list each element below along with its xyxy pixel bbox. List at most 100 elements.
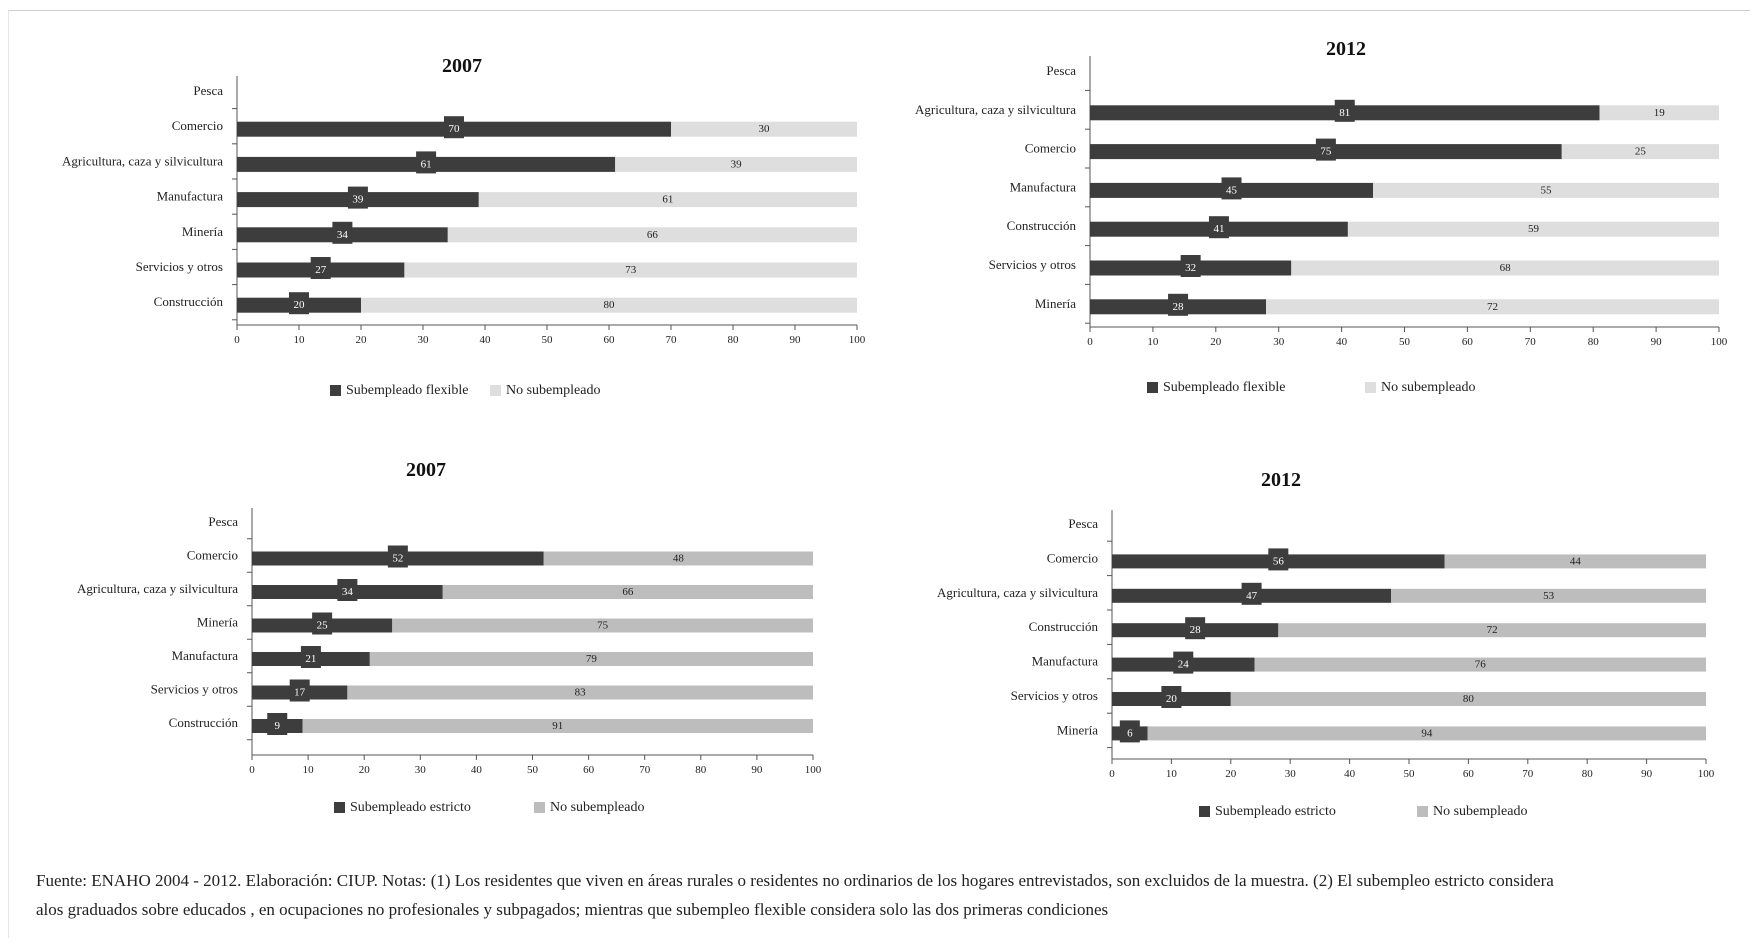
x-tick-label: 90 (790, 334, 802, 346)
data-label: 68 (1500, 262, 1512, 274)
data-label-badge (312, 612, 333, 635)
bar-rest-agricultura-caza-y-silvicultura (615, 156, 857, 172)
x-tick-label: 40 (1344, 768, 1356, 780)
category-label-construccion: Construcción (169, 715, 239, 730)
data-label: 34 (337, 229, 349, 241)
category-label-comercio: Comercio (172, 118, 223, 133)
x-tick-label: 60 (583, 764, 595, 776)
x-tick-label: 0 (1109, 768, 1115, 780)
category-label-manufactura: Manufactura (157, 189, 224, 204)
data-label: 21 (305, 653, 316, 665)
category-label-pesca: Pesca (193, 83, 223, 98)
data-label: 91 (552, 720, 563, 732)
x-tick-label: 10 (1147, 336, 1159, 348)
bar-rest-comercio (1561, 144, 1719, 160)
legend-label-2: No subempleado (1381, 380, 1475, 395)
x-tick-label: 80 (1582, 768, 1594, 780)
x-tick-label: 30 (1273, 336, 1285, 348)
data-label: 41 (1213, 223, 1224, 235)
category-label-construccion: Construcción (1007, 218, 1077, 233)
x-tick-label: 70 (666, 334, 678, 346)
x-tick-label: 90 (751, 764, 763, 776)
category-label-construccion: Construcción (1029, 619, 1099, 634)
category-label-comercio: Comercio (1047, 550, 1098, 565)
category-label-manufactura: Manufactura (1032, 654, 1099, 669)
data-label-badge (289, 292, 309, 315)
data-label: 66 (647, 229, 659, 241)
x-tick-label: 0 (249, 764, 255, 776)
x-tick-label: 50 (1399, 336, 1411, 348)
category-label-pesca: Pesca (1046, 63, 1076, 78)
x-tick-label: 30 (418, 334, 430, 346)
bar-rest-servicios-y-otros (1291, 260, 1719, 276)
x-tick-label: 20 (359, 764, 371, 776)
data-label-badge (1180, 255, 1201, 277)
data-label: 66 (622, 586, 634, 598)
legend-label-2: No subempleado (506, 383, 600, 398)
legend-swatch-2 (534, 802, 545, 813)
data-label: 28 (1173, 301, 1185, 313)
x-tick-label: 90 (1641, 768, 1653, 780)
x-tick-label: 10 (294, 334, 306, 346)
figure-frame (8, 10, 1750, 938)
data-label: 75 (1320, 146, 1332, 158)
x-tick-label: 30 (1285, 768, 1297, 780)
data-label: 27 (315, 264, 327, 276)
x-tick-label: 50 (542, 334, 554, 346)
data-label: 48 (673, 553, 685, 565)
x-tick-label: 80 (1588, 336, 1600, 348)
data-label-badge (1168, 293, 1189, 316)
category-label-comercio: Comercio (187, 548, 238, 563)
data-label: 25 (317, 620, 329, 632)
x-tick-label: 20 (1225, 768, 1237, 780)
bar-rest-servicios-y-otros (404, 262, 857, 278)
category-label-pesca: Pesca (1068, 516, 1098, 531)
x-tick-label: 60 (604, 334, 616, 346)
x-tick-label: 50 (1404, 768, 1416, 780)
bar-rest-construccion (361, 297, 857, 313)
data-label: 17 (294, 687, 306, 699)
data-label: 70 (449, 123, 461, 135)
data-label: 56 (1273, 555, 1285, 567)
x-tick-label: 70 (1522, 768, 1534, 780)
bar-rest-agricultura-caza-y-silvicultura (1599, 105, 1719, 121)
data-label: 25 (1635, 146, 1647, 158)
x-tick-label: 30 (415, 764, 427, 776)
legend-swatch-1 (334, 802, 345, 813)
footnote: Fuente: ENAHO 2004 - 2012. Elaboración: … (36, 866, 1736, 924)
bar-rest-comercio (671, 121, 857, 137)
data-label-badge (1315, 138, 1336, 161)
x-tick-label: 70 (639, 764, 651, 776)
category-label-agricultura-caza-y-silvicultura: Agricultura, caza y silvicultura (62, 153, 223, 168)
legend-label-2: No subempleado (1433, 804, 1527, 819)
x-tick-label: 10 (1166, 768, 1178, 780)
data-label-badge (444, 116, 464, 139)
data-label: 20 (1166, 693, 1178, 705)
data-label: 80 (604, 299, 616, 311)
category-label-manufactura: Manufactura (1010, 179, 1077, 194)
bar-rest-manufactura (369, 652, 813, 666)
data-label: 24 (1178, 659, 1190, 671)
category-label-mineria: Minería (1057, 722, 1098, 737)
data-label-badge (1119, 720, 1140, 743)
data-label-badge (416, 151, 437, 174)
bar-rest-agricultura-caza-y-silvicultura (1391, 588, 1706, 603)
data-label-badge (332, 221, 353, 244)
data-label-badge (1221, 177, 1242, 200)
bar-rest-manufactura (1373, 182, 1719, 198)
category-label-agricultura-caza-y-silvicultura: Agricultura, caza y silvicultura (77, 581, 238, 596)
x-tick-label: 80 (695, 764, 707, 776)
data-label: 79 (586, 653, 598, 665)
data-label: 83 (575, 687, 587, 699)
x-tick-label: 40 (480, 334, 492, 346)
bar-rest-agricultura-caza-y-silvicultura (442, 585, 813, 599)
data-label-badge (347, 186, 368, 209)
data-label: 80 (1463, 693, 1475, 705)
category-label-servicios-y-otros: Servicios y otros (1011, 688, 1098, 703)
legend-label-2: No subempleado (550, 800, 644, 815)
bar-rest-manufactura (1254, 657, 1706, 672)
x-tick-label: 90 (1651, 336, 1663, 348)
x-tick-label: 40 (1336, 336, 1348, 348)
data-label: 39 (352, 194, 364, 206)
data-label-badge (1208, 216, 1229, 239)
